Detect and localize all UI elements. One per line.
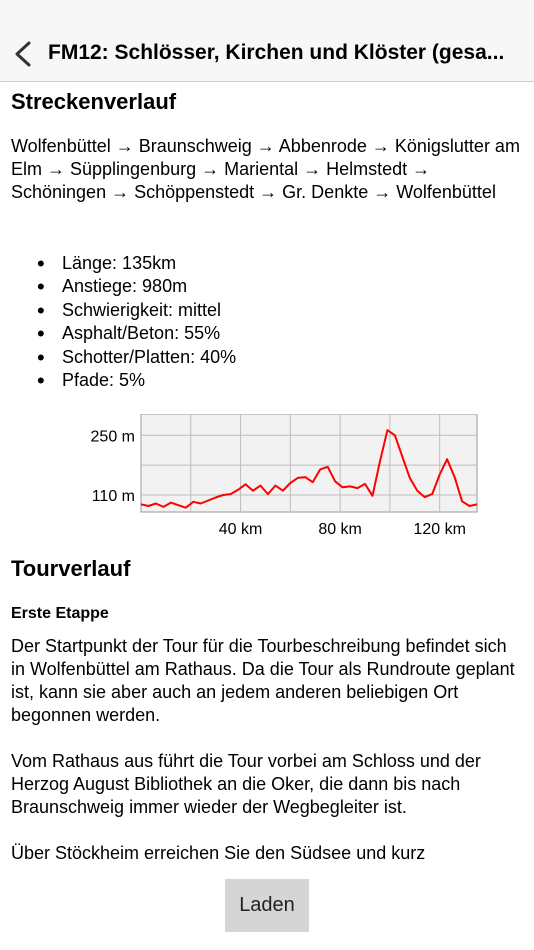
stat-item: Schwierigkeit: mittel xyxy=(11,299,236,323)
route-description: Wolfenbüttel → Braunschweig → Abbenrode … xyxy=(11,136,520,202)
x-tick-label: 80 km xyxy=(318,521,362,538)
stat-item: Pfade: 5% xyxy=(11,369,236,393)
y-tick-label: 250 m xyxy=(91,428,135,445)
stage-heading: Erste Etappe xyxy=(11,605,109,622)
tour-paragraph: Über Stöckheim erreichen Sie den Südsee … xyxy=(11,843,426,863)
elevation-line xyxy=(140,429,478,509)
tour-paragraph: Vom Rathaus aus führt die Tour vorbei am… xyxy=(11,751,481,817)
navigation-bar: FM12: Schlösser, Kirchen und Klöster (ge… xyxy=(0,0,534,82)
y-tick-label: 110 m xyxy=(92,488,135,505)
page-title: FM12: Schlösser, Kirchen und Klöster (ge… xyxy=(48,41,505,64)
tour-paragraph: Der Startpunkt der Tour für die Tourbesc… xyxy=(11,636,515,725)
stat-item: Länge: 135km xyxy=(11,252,236,276)
elevation-profile-chart: 40 km 80 km 120 km 250 m 110 m xyxy=(91,414,478,538)
stat-item: Anstiege: 980m xyxy=(11,275,236,299)
load-button[interactable]: Laden xyxy=(225,879,309,932)
stat-item: Asphalt/Beton: 55% xyxy=(11,322,236,346)
x-tick-label: 120 km xyxy=(413,521,465,538)
chart-plot-area xyxy=(140,414,478,513)
tour-stats-list: Länge: 135km Anstiege: 980m Schwierigkei… xyxy=(11,252,236,393)
stat-item: Schotter/Platten: 40% xyxy=(11,346,236,370)
tour-heading: Tourverlauf xyxy=(11,556,131,581)
route-heading: Streckenverlauf xyxy=(11,89,177,114)
back-chevron-icon[interactable] xyxy=(12,40,34,68)
x-tick-label: 40 km xyxy=(219,521,263,538)
